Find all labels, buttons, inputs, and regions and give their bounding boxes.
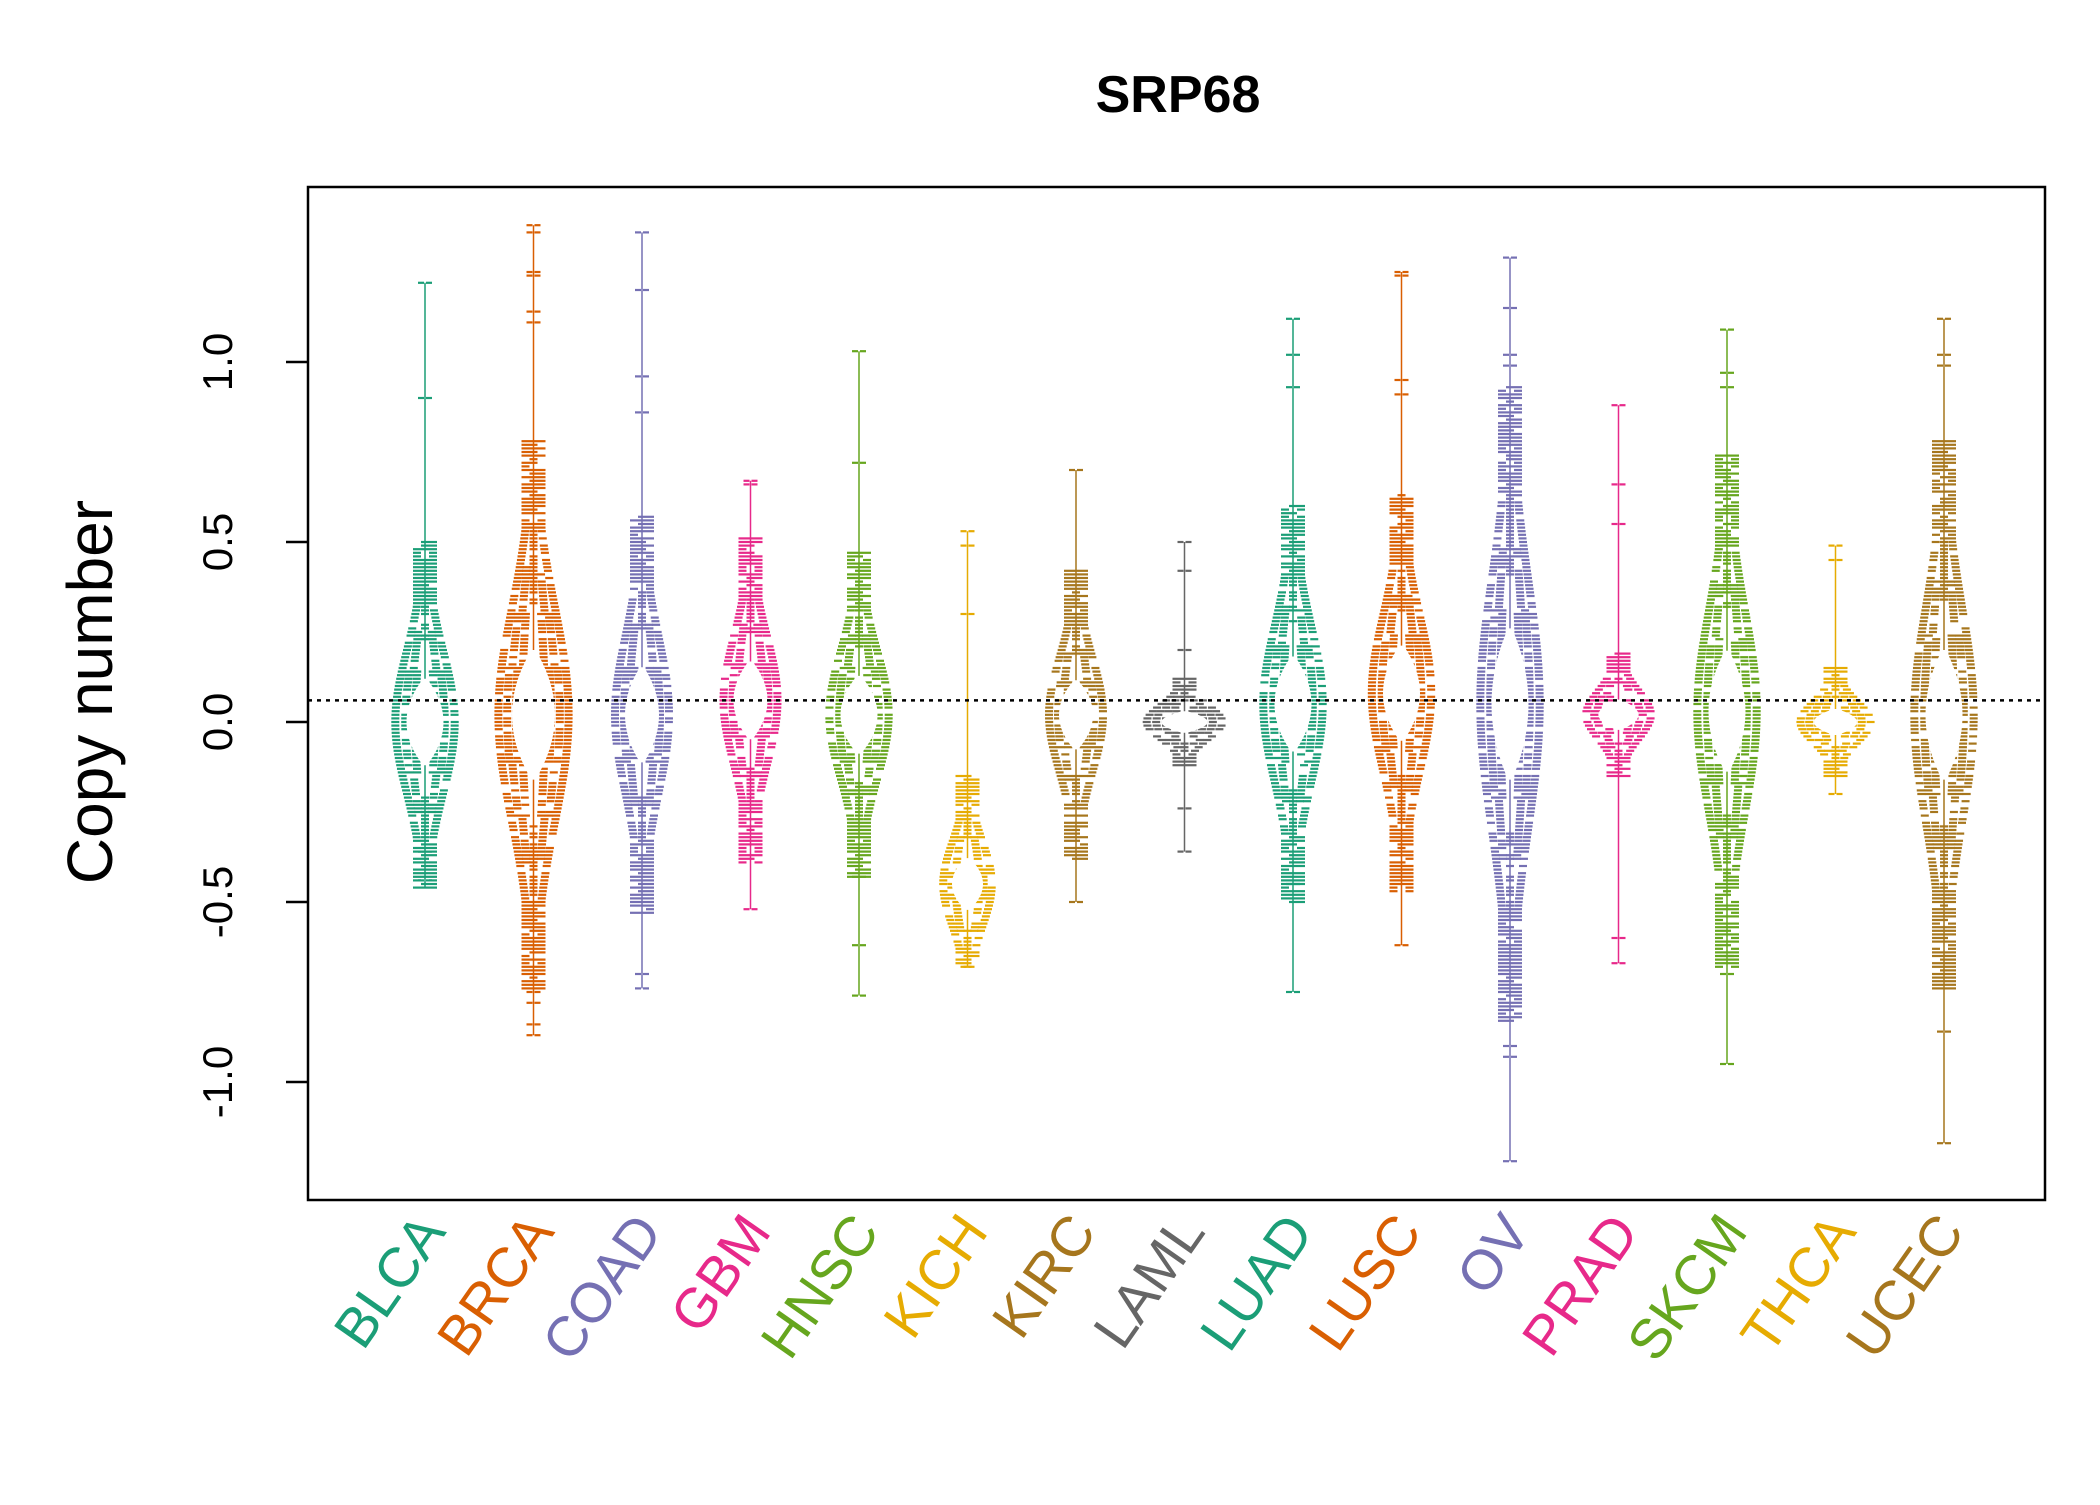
- chart-title: SRP68: [1096, 66, 1261, 124]
- y-axis-label: Copy number: [54, 500, 126, 884]
